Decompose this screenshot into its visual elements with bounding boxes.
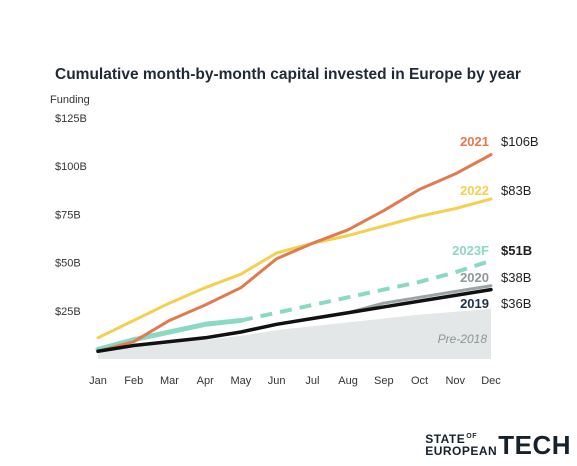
end-label-value-2021: $106B: [501, 134, 539, 149]
end-label-year-2021: 2021: [460, 134, 489, 149]
end-label-year-2019: 2019: [460, 296, 489, 311]
y-tick-100: $100B: [55, 161, 87, 173]
x-tick-may: May: [231, 375, 252, 387]
logo-of: OF: [466, 433, 477, 440]
y-tick-50: $50B: [55, 258, 81, 270]
logo-tech: TECH: [498, 430, 571, 460]
y-axis-label: Funding: [50, 94, 90, 106]
state-of-european-tech-logo: STATE OF EUROPEAN TECH: [425, 432, 571, 458]
series-line-2022: [96, 197, 493, 340]
x-tick-sep: Sep: [374, 375, 394, 387]
series-line-2023f-actual: [95, 317, 244, 352]
y-tick-75: $75B: [55, 209, 81, 221]
y-tick-labels: $25B $50B $75B $100B $125B: [55, 113, 87, 318]
end-label-value-2019: $36B: [501, 296, 531, 311]
series-line-2019: [96, 287, 493, 354]
end-label-value-2020: $38B: [501, 270, 531, 285]
x-tick-feb: Feb: [124, 375, 143, 387]
x-tick-jul: Jul: [305, 375, 319, 387]
x-tick-oct: Oct: [411, 375, 428, 387]
series-end-labels: 2021 $106B 2022 $83B 2023F $51B 2020 $38B 2019 $3…: [452, 134, 538, 311]
x-tick-apr: Apr: [197, 375, 214, 387]
series-lines-layer: [95, 153, 493, 354]
series-line-2023f-forecast: [240, 258, 492, 323]
y-tick-25: $25B: [55, 306, 81, 318]
logo-state: STATE: [425, 432, 466, 446]
series-line-2021: [96, 153, 493, 353]
end-label-value-2023f: $51B: [501, 243, 532, 258]
x-tick-aug: Aug: [338, 375, 358, 387]
x-tick-mar: Mar: [160, 375, 179, 387]
chart-title: Cumulative month-by-month capital invest…: [55, 66, 521, 83]
logo-european: EUROPEAN: [425, 444, 498, 458]
x-tick-labels: Jan Feb Mar Apr May Jun Jul Aug Sep Oct Nov Dec: [89, 375, 501, 387]
end-label-year-2022: 2022: [460, 183, 489, 198]
pre-2018-area-layer: Pre-2018: [98, 308, 491, 359]
pre-2018-area: [98, 308, 491, 359]
x-tick-jan: Jan: [89, 375, 107, 387]
x-tick-nov: Nov: [445, 375, 465, 387]
pre-2018-label: Pre-2018: [438, 332, 488, 346]
end-label-value-2022: $83B: [501, 183, 531, 198]
end-label-year-2020: 2020: [460, 270, 489, 285]
y-tick-125: $125B: [55, 113, 87, 125]
x-tick-dec: Dec: [481, 375, 501, 387]
end-label-year-2023f: 2023F: [452, 243, 489, 258]
x-tick-jun: Jun: [268, 375, 286, 387]
